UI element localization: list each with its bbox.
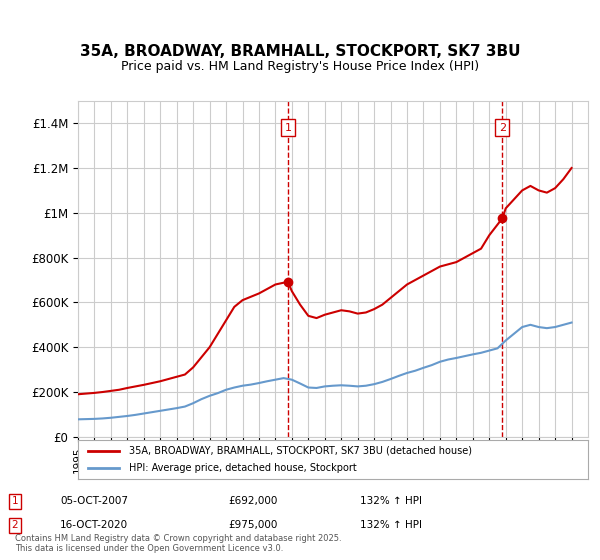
Text: 35A, BROADWAY, BRAMHALL, STOCKPORT, SK7 3BU (detached house): 35A, BROADWAY, BRAMHALL, STOCKPORT, SK7 … (129, 446, 472, 456)
Text: 132% ↑ HPI: 132% ↑ HPI (360, 520, 422, 530)
Text: 2: 2 (11, 520, 19, 530)
Text: £692,000: £692,000 (228, 496, 277, 506)
Text: Contains HM Land Registry data © Crown copyright and database right 2025.
This d: Contains HM Land Registry data © Crown c… (15, 534, 341, 553)
Text: 2: 2 (499, 123, 506, 133)
Text: 05-OCT-2007: 05-OCT-2007 (60, 496, 128, 506)
Text: Price paid vs. HM Land Registry's House Price Index (HPI): Price paid vs. HM Land Registry's House … (121, 60, 479, 73)
Text: HPI: Average price, detached house, Stockport: HPI: Average price, detached house, Stoc… (129, 463, 357, 473)
Text: 132% ↑ HPI: 132% ↑ HPI (360, 496, 422, 506)
Text: 1: 1 (11, 496, 19, 506)
Text: 35A, BROADWAY, BRAMHALL, STOCKPORT, SK7 3BU: 35A, BROADWAY, BRAMHALL, STOCKPORT, SK7 … (80, 44, 520, 59)
Text: £975,000: £975,000 (228, 520, 277, 530)
Text: 16-OCT-2020: 16-OCT-2020 (60, 520, 128, 530)
Text: 1: 1 (284, 123, 292, 133)
